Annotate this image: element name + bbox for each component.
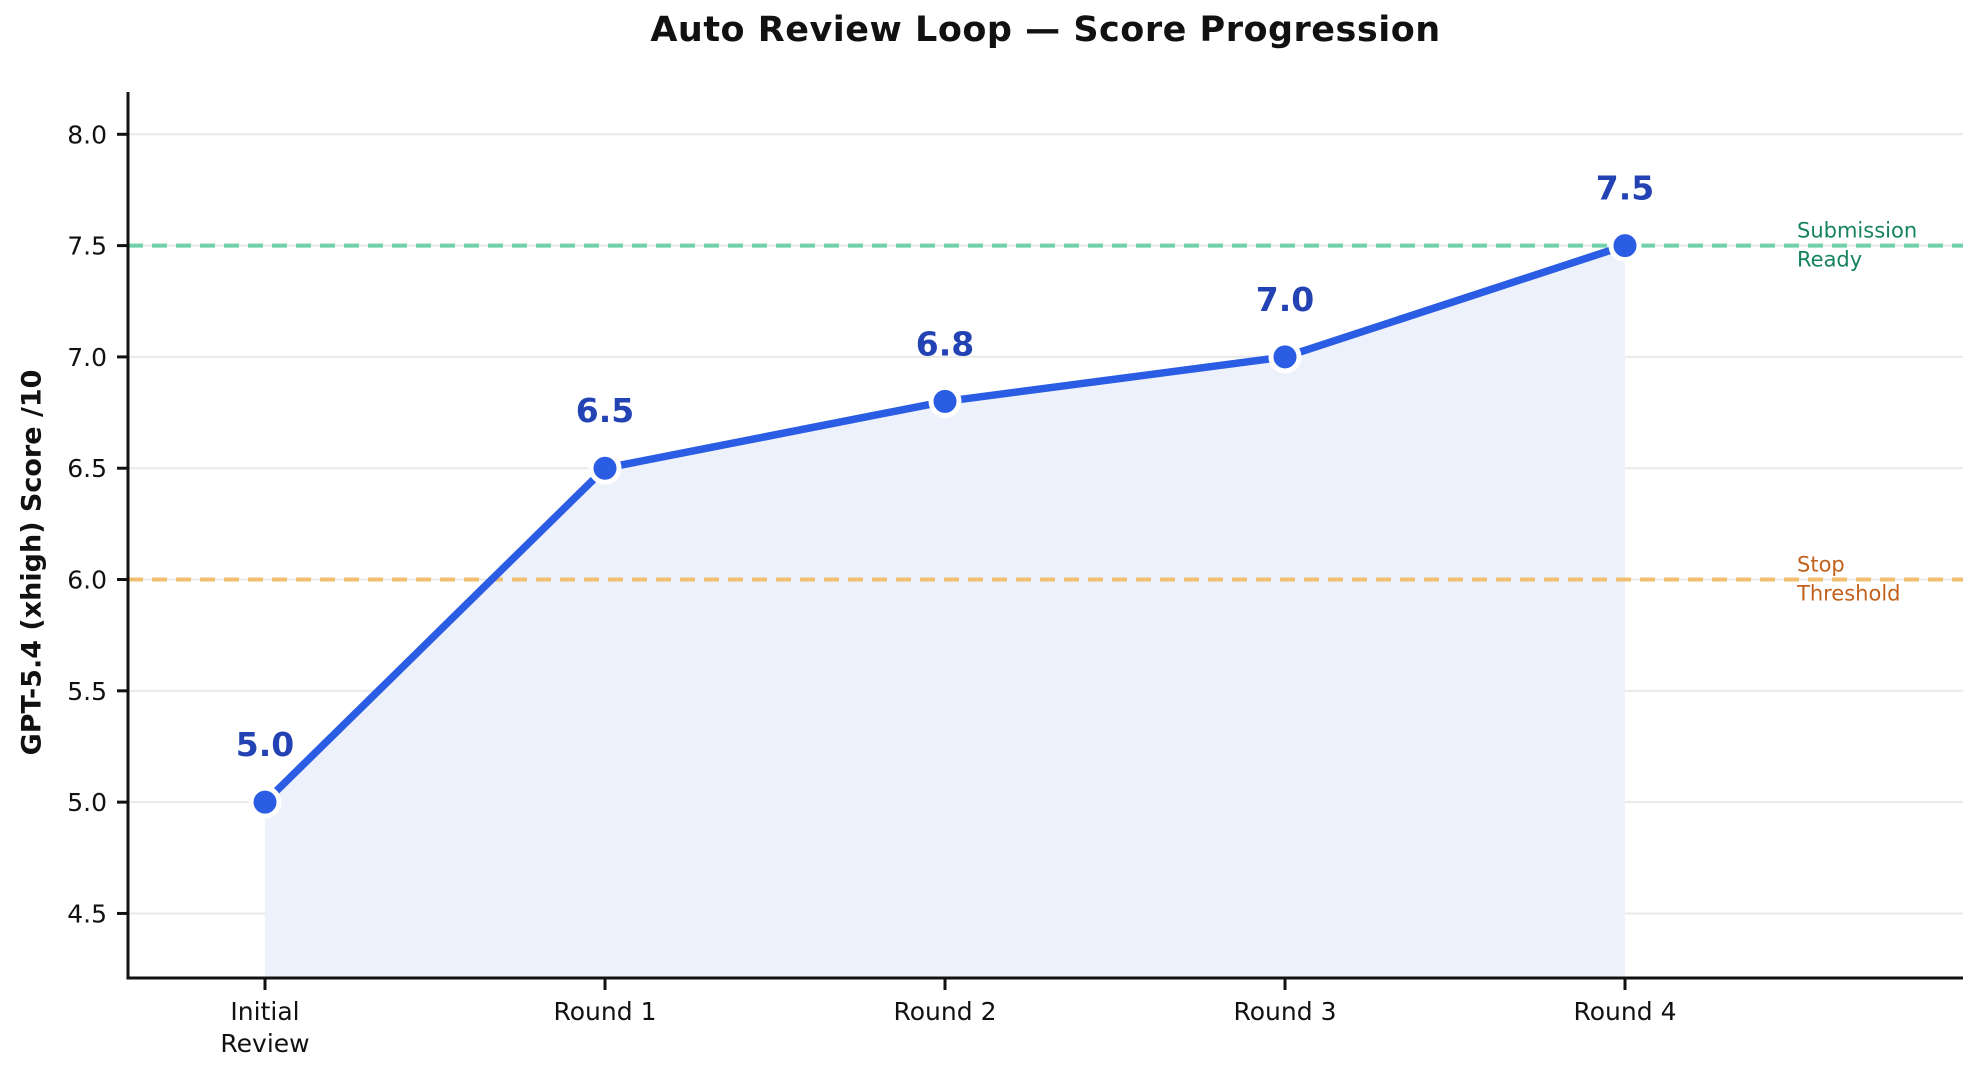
data-point-label: 5.0	[236, 725, 294, 764]
stop-threshold-line-label: Threshold	[1796, 582, 1901, 606]
y-tick-label: 5.5	[67, 677, 107, 706]
y-tick-label: 6.5	[67, 454, 107, 483]
submission-ready-line-label: Submission	[1797, 219, 1917, 243]
x-tick-label: Initial	[230, 997, 299, 1026]
y-tick-label: 4.5	[67, 899, 107, 928]
y-tick-label: 5.0	[67, 788, 107, 817]
y-tick-label: 7.0	[67, 343, 107, 372]
submission-ready-line-label: Ready	[1797, 248, 1862, 272]
data-point-marker	[248, 785, 282, 819]
data-point-marker	[928, 384, 962, 418]
series-area-fill	[265, 245, 1625, 978]
x-tick-label: Round 2	[894, 997, 997, 1026]
x-tick-label: Round 3	[1234, 997, 1337, 1026]
x-tick-label: Round 4	[1574, 997, 1677, 1026]
data-point-label: 7.0	[1256, 280, 1314, 319]
data-point-marker	[1608, 229, 1642, 263]
stop-threshold-line-label: Stop	[1797, 553, 1845, 577]
x-tick-label: Round 1	[554, 997, 657, 1026]
chart-title: Auto Review Loop — Score Progression	[650, 10, 1441, 50]
y-tick-label: 6.0	[67, 566, 107, 595]
data-point-label: 7.5	[1596, 169, 1654, 208]
data-point-label: 6.5	[576, 391, 634, 430]
data-point-label: 6.8	[916, 324, 974, 363]
y-tick-label: 7.5	[67, 232, 107, 261]
data-point-marker	[588, 451, 622, 485]
data-point-marker	[1268, 340, 1302, 374]
x-tick-label: Review	[220, 1029, 309, 1058]
y-tick-label: 8.0	[67, 120, 107, 149]
